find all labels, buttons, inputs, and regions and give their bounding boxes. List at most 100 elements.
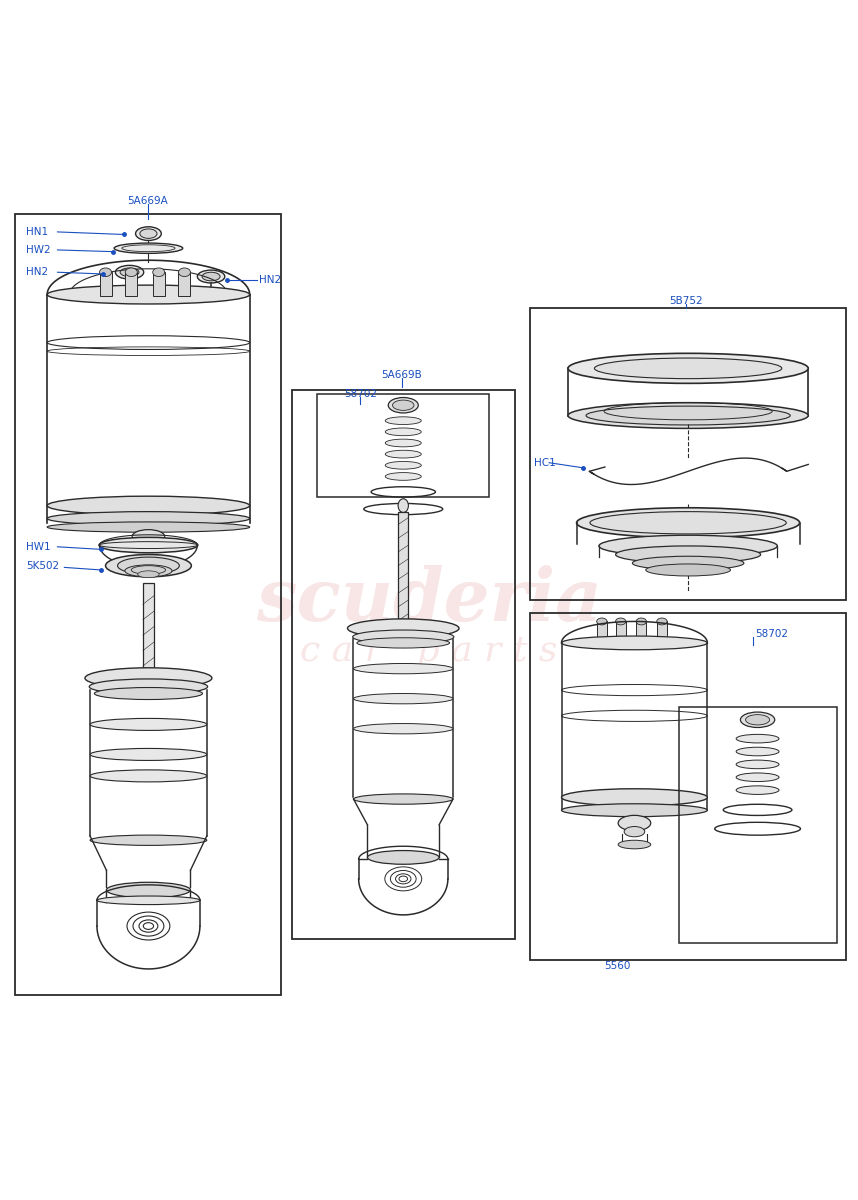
Ellipse shape [125, 268, 137, 276]
Ellipse shape [746, 715, 770, 725]
Ellipse shape [615, 618, 625, 625]
Ellipse shape [385, 473, 421, 480]
Ellipse shape [47, 496, 250, 515]
Text: HW1: HW1 [26, 542, 51, 552]
Bar [125, 272, 137, 296]
Ellipse shape [599, 535, 777, 557]
Ellipse shape [656, 618, 667, 625]
Ellipse shape [357, 637, 450, 648]
Ellipse shape [100, 268, 112, 276]
Ellipse shape [136, 227, 161, 240]
Ellipse shape [85, 667, 212, 689]
Ellipse shape [590, 511, 786, 534]
Ellipse shape [632, 557, 744, 570]
Ellipse shape [353, 630, 454, 643]
Ellipse shape [353, 794, 453, 804]
Ellipse shape [568, 403, 808, 428]
Ellipse shape [385, 462, 421, 469]
Ellipse shape [388, 397, 419, 413]
Bar [679, 707, 837, 943]
Ellipse shape [118, 557, 179, 575]
Ellipse shape [137, 571, 160, 577]
Text: 5A669A: 5A669A [127, 196, 168, 206]
Text: 58702: 58702 [344, 389, 377, 400]
Ellipse shape [99, 538, 197, 553]
Ellipse shape [624, 827, 644, 836]
Ellipse shape [115, 265, 144, 280]
Bar [317, 394, 489, 497]
Text: 5560: 5560 [605, 961, 631, 971]
Ellipse shape [561, 804, 707, 817]
Text: scuderia: scuderia [256, 564, 602, 636]
Ellipse shape [595, 358, 782, 379]
Bar [178, 272, 190, 296]
Ellipse shape [561, 636, 707, 649]
Ellipse shape [616, 546, 760, 563]
Ellipse shape [114, 244, 183, 253]
Ellipse shape [132, 529, 165, 544]
Ellipse shape [120, 268, 139, 276]
Ellipse shape [385, 439, 421, 446]
Ellipse shape [736, 773, 779, 781]
Bar [636, 622, 646, 641]
Ellipse shape [202, 272, 220, 281]
Ellipse shape [89, 679, 208, 695]
Ellipse shape [586, 406, 790, 425]
Bar [656, 622, 667, 641]
Text: HN1: HN1 [26, 227, 48, 236]
Ellipse shape [385, 450, 421, 458]
Ellipse shape [94, 688, 202, 700]
Bar [530, 613, 846, 960]
Ellipse shape [736, 760, 779, 769]
Text: HN2: HN2 [26, 268, 48, 277]
Ellipse shape [90, 749, 207, 761]
Ellipse shape [347, 619, 459, 637]
Ellipse shape [47, 522, 250, 533]
Ellipse shape [353, 694, 453, 704]
Ellipse shape [561, 788, 707, 806]
Bar [153, 272, 165, 296]
Ellipse shape [353, 724, 453, 734]
Ellipse shape [353, 664, 453, 673]
Ellipse shape [636, 618, 646, 625]
Ellipse shape [740, 712, 775, 727]
Ellipse shape [367, 851, 439, 864]
Bar [100, 272, 112, 296]
Text: 5B752: 5B752 [669, 296, 704, 306]
Ellipse shape [197, 270, 225, 283]
Text: 5K502: 5K502 [26, 560, 59, 571]
Bar [398, 512, 408, 638]
Ellipse shape [736, 786, 779, 794]
Ellipse shape [106, 554, 191, 577]
Ellipse shape [577, 508, 800, 538]
Ellipse shape [47, 511, 250, 526]
Ellipse shape [90, 770, 207, 782]
Ellipse shape [618, 840, 650, 848]
Bar [615, 622, 625, 641]
Ellipse shape [568, 353, 808, 383]
Ellipse shape [392, 400, 414, 410]
Ellipse shape [385, 416, 421, 425]
Ellipse shape [178, 268, 190, 276]
Ellipse shape [153, 268, 165, 276]
Text: c a r   p a r t s: c a r p a r t s [300, 635, 558, 668]
Ellipse shape [90, 835, 207, 845]
Text: 58702: 58702 [755, 629, 788, 640]
Ellipse shape [125, 565, 172, 577]
Ellipse shape [90, 719, 207, 731]
Ellipse shape [385, 428, 421, 436]
Ellipse shape [646, 564, 730, 576]
Ellipse shape [139, 539, 158, 550]
Bar [142, 583, 154, 690]
Bar [15, 214, 281, 995]
Ellipse shape [736, 734, 779, 743]
Bar [530, 308, 846, 600]
Ellipse shape [47, 286, 250, 304]
Ellipse shape [596, 618, 607, 625]
Ellipse shape [140, 229, 157, 239]
Text: 5A669B: 5A669B [381, 371, 422, 380]
Ellipse shape [106, 882, 190, 898]
Ellipse shape [97, 896, 200, 905]
Bar [292, 390, 515, 938]
Text: HN2: HN2 [259, 275, 281, 284]
